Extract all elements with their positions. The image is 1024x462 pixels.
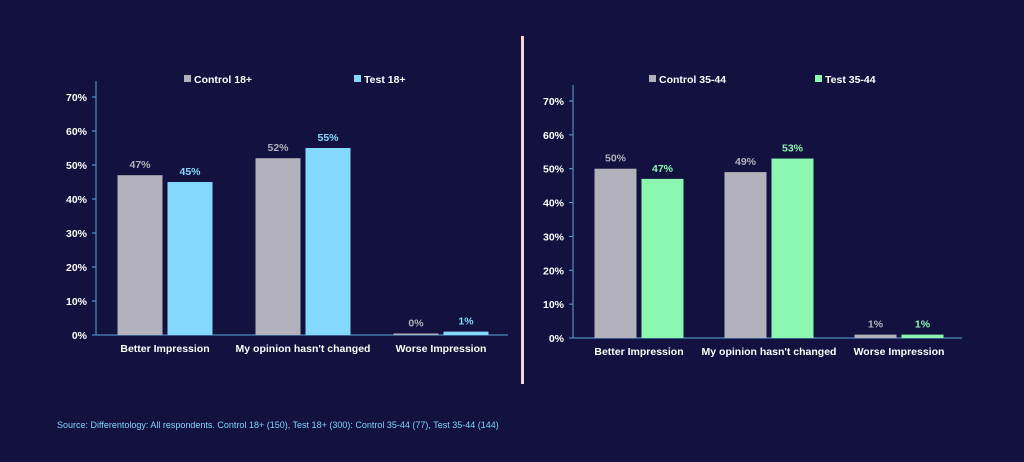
bar xyxy=(854,334,897,338)
data-label: 1% xyxy=(868,319,884,331)
y-tick-label: 40% xyxy=(66,194,88,206)
bar xyxy=(443,331,489,335)
y-tick-label: 20% xyxy=(66,262,88,274)
y-tick-label: 20% xyxy=(543,265,565,277)
y-tick-label: 0% xyxy=(72,330,88,342)
legend-label: Test 18+ xyxy=(364,74,406,86)
legend-label: Control 35-44 xyxy=(659,74,726,86)
x-tick-label: Better Impression xyxy=(120,343,209,355)
bar xyxy=(393,333,439,335)
y-tick-label: 0% xyxy=(549,333,565,345)
bar xyxy=(167,182,213,335)
bar xyxy=(594,168,637,338)
panel-divider xyxy=(521,36,524,384)
legend-swatch xyxy=(184,75,191,82)
bar xyxy=(724,172,767,338)
y-tick-label: 60% xyxy=(66,126,88,138)
data-label: 53% xyxy=(782,143,804,155)
y-tick-label: 10% xyxy=(543,299,565,311)
data-label: 50% xyxy=(605,153,627,165)
bar xyxy=(901,334,944,338)
y-tick-label: 30% xyxy=(66,228,88,240)
data-label: 47% xyxy=(129,159,151,171)
y-tick-label: 40% xyxy=(543,198,565,210)
source-note: Source: Differentology: All respondents.… xyxy=(57,420,499,430)
y-tick-label: 30% xyxy=(543,231,565,243)
y-tick-label: 10% xyxy=(66,296,88,308)
bar xyxy=(771,158,814,338)
legend-label: Test 35-44 xyxy=(825,74,876,86)
y-tick-label: 70% xyxy=(543,96,565,108)
legend-swatch xyxy=(815,75,822,82)
data-label: 1% xyxy=(915,319,931,331)
data-label: 1% xyxy=(458,316,474,328)
data-label: 49% xyxy=(735,156,757,168)
x-tick-label: Better Impression xyxy=(594,346,683,358)
bar xyxy=(305,148,351,335)
legend-swatch xyxy=(649,75,656,82)
x-tick-label: My opinion hasn't changed xyxy=(236,343,371,355)
y-tick-label: 50% xyxy=(543,164,565,176)
y-tick-label: 70% xyxy=(66,92,88,104)
y-tick-label: 60% xyxy=(543,130,565,142)
bar xyxy=(117,175,163,335)
data-label: 45% xyxy=(179,166,201,178)
data-label: 47% xyxy=(652,163,674,175)
legend-label: Control 18+ xyxy=(194,74,252,86)
data-label: 55% xyxy=(317,132,339,144)
bar xyxy=(255,158,301,335)
legend-swatch xyxy=(354,75,361,82)
x-tick-label: My opinion hasn't changed xyxy=(702,346,837,358)
data-label: 0% xyxy=(408,318,424,330)
x-tick-label: Worse Impression xyxy=(854,346,945,358)
bar xyxy=(641,178,684,338)
y-tick-label: 50% xyxy=(66,160,88,172)
x-tick-label: Worse Impression xyxy=(396,343,487,355)
data-label: 52% xyxy=(267,142,289,154)
